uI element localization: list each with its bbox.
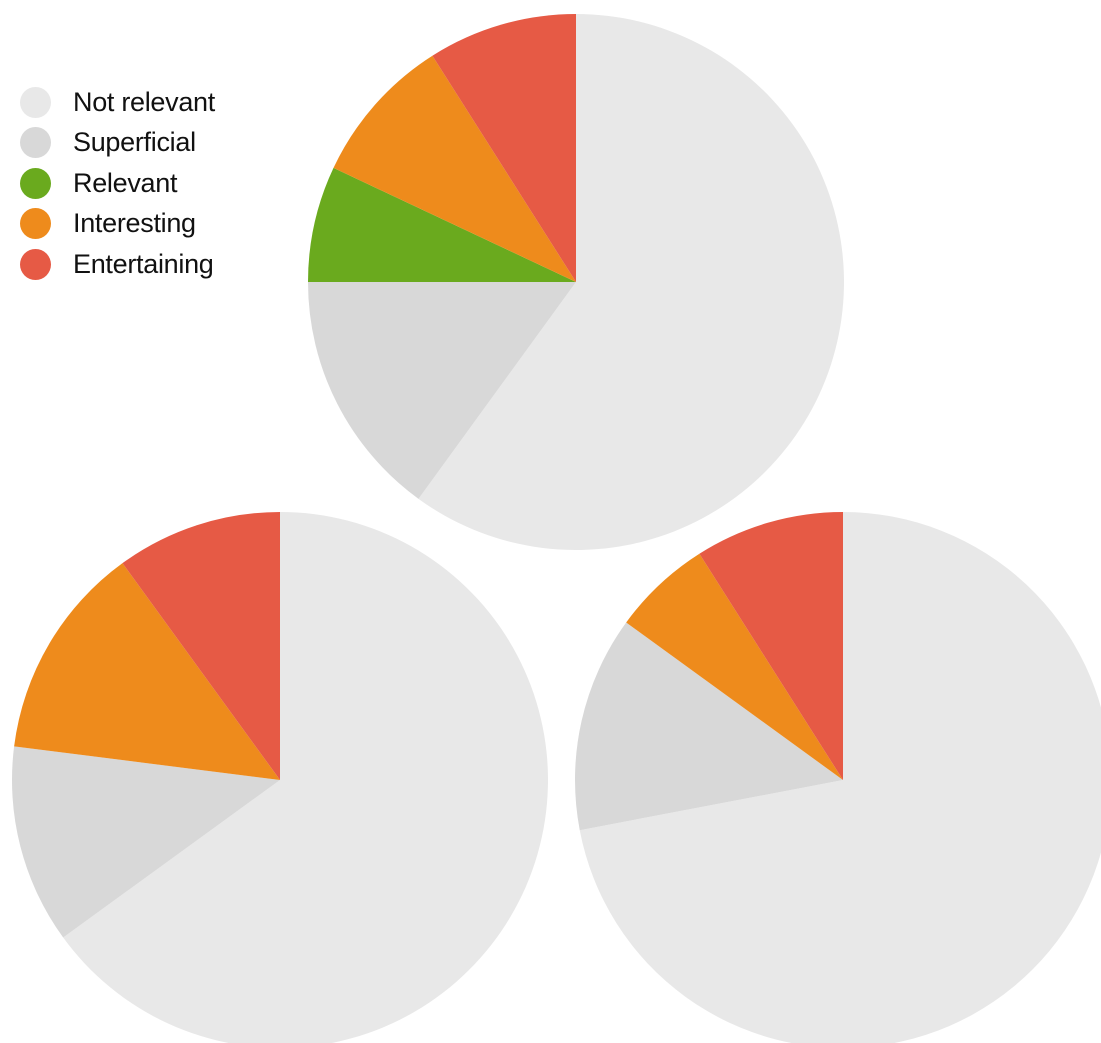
legend-label-not-relevant: Not relevant bbox=[73, 86, 215, 117]
pie-2-slice-entertaining[interactable] bbox=[122, 512, 280, 780]
legend-label-relevant: Relevant bbox=[73, 167, 178, 198]
pie-1-slice-interesting[interactable] bbox=[333, 55, 576, 282]
pie-1-slice-relevant[interactable] bbox=[308, 167, 576, 282]
pie-3-slice-superficial[interactable] bbox=[575, 622, 843, 831]
pie-1-slice-not-relevant[interactable] bbox=[418, 14, 844, 551]
pie-3-slice-entertaining[interactable] bbox=[699, 512, 843, 780]
legend-label-superficial: Superficial bbox=[73, 127, 196, 158]
pie-1-slice-entertaining[interactable] bbox=[432, 14, 576, 282]
legend-swatch-superficial bbox=[20, 127, 51, 159]
pie-chart-2 bbox=[11, 512, 548, 1043]
legend-swatch-entertaining bbox=[20, 248, 51, 280]
legend-item-superficial[interactable]: Superficial bbox=[20, 123, 215, 164]
pie-2-slice-interesting[interactable] bbox=[14, 563, 281, 780]
pie-3-slice-not-relevant[interactable] bbox=[579, 512, 1101, 1043]
legend: Not relevant Superficial Relevant Intere… bbox=[20, 82, 215, 285]
legend-swatch-relevant bbox=[20, 167, 51, 199]
legend-label-interesting: Interesting bbox=[73, 208, 196, 239]
pie-chart-1 bbox=[308, 14, 844, 551]
legend-swatch-interesting bbox=[20, 208, 51, 240]
pie-3-slice-interesting[interactable] bbox=[626, 553, 843, 780]
pie-2-slice-superficial[interactable] bbox=[11, 746, 281, 938]
legend-item-relevant[interactable]: Relevant bbox=[20, 163, 215, 204]
pie-chart-3 bbox=[575, 512, 1101, 1043]
legend-item-not-relevant[interactable]: Not relevant bbox=[20, 82, 215, 123]
pie-1-slice-superficial[interactable] bbox=[308, 282, 576, 499]
legend-item-interesting[interactable]: Interesting bbox=[20, 204, 215, 245]
legend-swatch-not-relevant bbox=[20, 86, 51, 118]
legend-label-entertaining: Entertaining bbox=[73, 248, 214, 279]
legend-item-entertaining[interactable]: Entertaining bbox=[20, 244, 215, 285]
pie-2-slice-not-relevant[interactable] bbox=[63, 512, 548, 1043]
